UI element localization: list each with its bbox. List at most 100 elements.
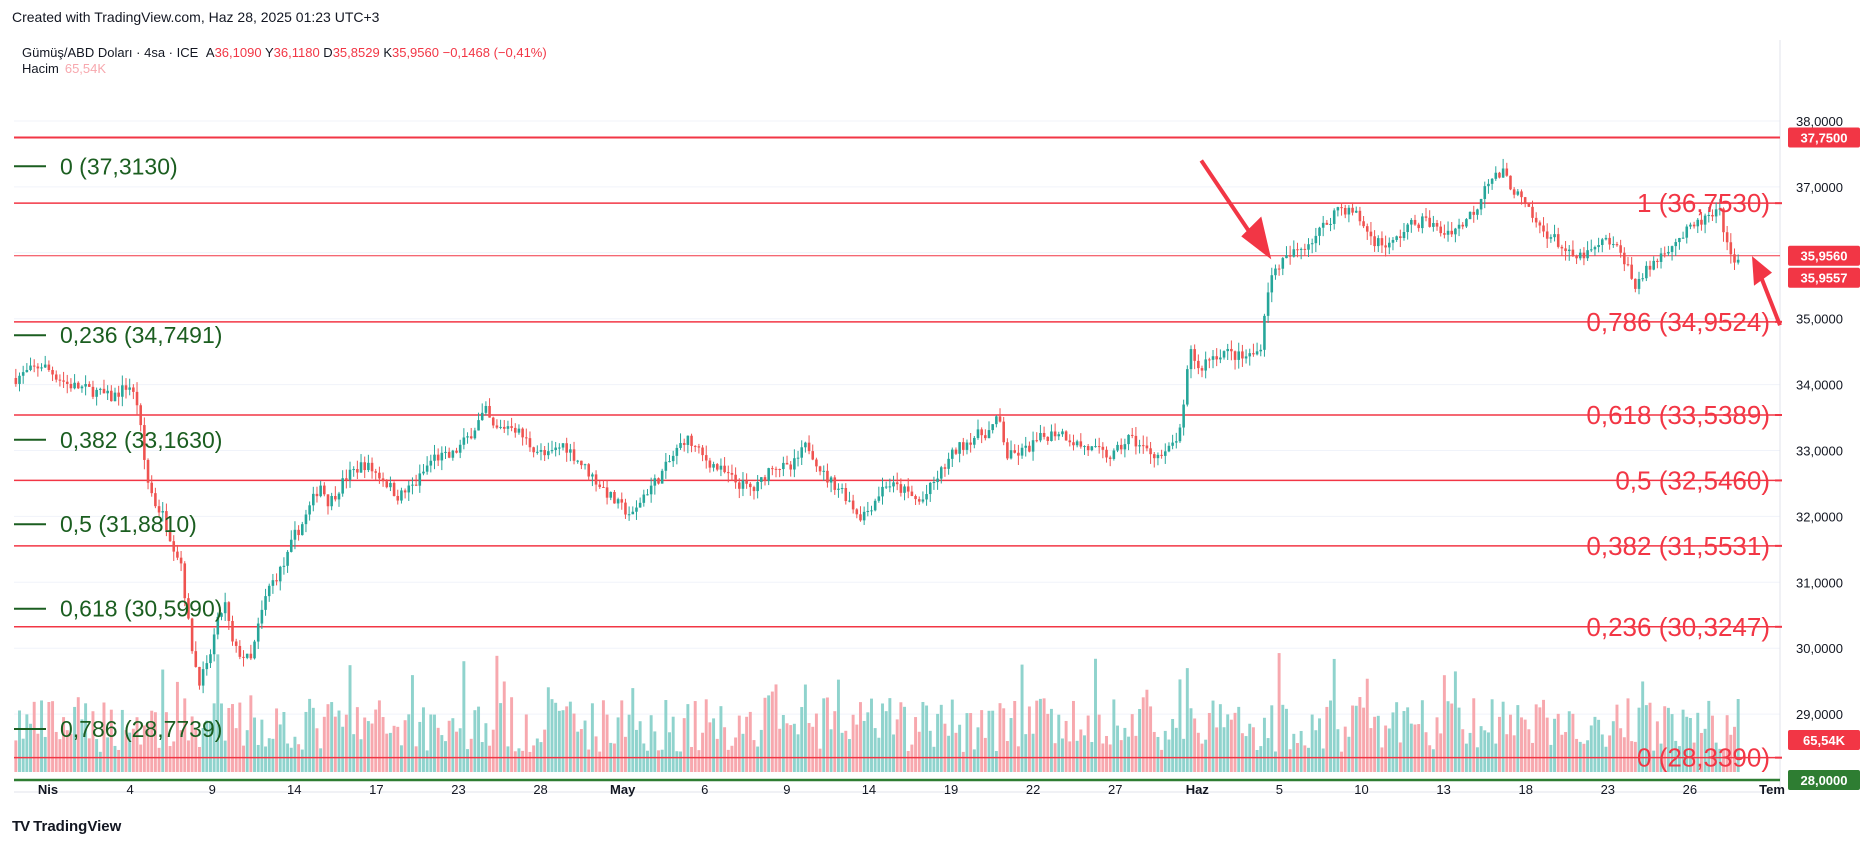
candle-body: [1160, 454, 1163, 456]
volume-bar: [1262, 717, 1266, 772]
volume-bar: [1020, 664, 1024, 772]
volume-bar: [113, 745, 117, 772]
candle-body: [763, 477, 767, 481]
price-axis: 38,000037,000036,000035,000034,000033,00…: [1796, 114, 1843, 788]
candle-body: [1365, 226, 1369, 232]
candle-body: [1105, 449, 1108, 458]
volume-bar: [715, 738, 719, 772]
volume-bar: [1145, 689, 1149, 772]
volume-bar: [506, 746, 510, 772]
candle-body: [282, 565, 286, 567]
candle-body: [429, 460, 433, 466]
candle-body: [1545, 231, 1549, 239]
symbol-label[interactable]: Gümüş/ABD Doları · 4sa · ICE: [22, 45, 199, 60]
candle-body: [917, 499, 921, 502]
candle-body: [862, 511, 866, 521]
volume-bar: [223, 740, 227, 772]
volume-bar: [1479, 726, 1483, 772]
volume-bar: [1163, 730, 1167, 772]
volume-bar: [1534, 704, 1538, 772]
candle-body: [719, 465, 723, 470]
volume-bar: [535, 738, 539, 772]
volume-bar: [1171, 719, 1175, 772]
volume-bar: [657, 750, 660, 772]
candle-body: [201, 669, 205, 686]
volume-bar: [466, 749, 470, 772]
candle-body: [1725, 232, 1729, 243]
candle-body: [844, 488, 848, 502]
candle-body: [234, 641, 238, 646]
candle-body: [774, 468, 778, 470]
volume-bar: [1255, 749, 1259, 772]
candle-body: [1623, 252, 1626, 265]
volume-bar: [1641, 681, 1645, 772]
volume-bar: [1141, 697, 1145, 772]
candle-body: [664, 461, 668, 471]
candle-body: [110, 390, 113, 402]
volume-label[interactable]: Hacim: [22, 61, 59, 76]
tradingview-logo[interactable]: TV TradingView: [12, 818, 121, 835]
candle-body: [701, 447, 704, 456]
volume-bar: [128, 732, 132, 772]
candle-body: [300, 524, 304, 536]
volume-bar: [275, 708, 279, 772]
candle-body: [209, 654, 212, 664]
candle-body: [58, 379, 62, 381]
price-tick-label: 31,0000: [1796, 575, 1843, 590]
candle-body: [1490, 178, 1494, 184]
volume-bars: [14, 653, 1740, 772]
candle-body: [1380, 238, 1384, 246]
candle-body: [925, 494, 928, 500]
candle-body: [238, 645, 242, 657]
volume-bar: [190, 716, 194, 772]
candle-body: [367, 462, 370, 471]
volume-bar: [748, 711, 752, 772]
volume-bar: [1362, 707, 1366, 772]
volume-bar: [1497, 716, 1501, 772]
volume-bar: [1696, 712, 1700, 772]
candle-body: [1197, 360, 1200, 369]
candle-body: [594, 474, 598, 485]
candle-body: [1285, 255, 1288, 259]
volume-bar: [344, 714, 348, 772]
open-label: A: [205, 45, 215, 60]
fib-green-label: 0,5 (31,8810): [60, 511, 197, 537]
volume-bar: [32, 701, 36, 772]
candle-body: [1233, 351, 1237, 360]
candle-body: [1020, 447, 1024, 456]
candle-body: [271, 580, 275, 586]
volume-bar: [1387, 728, 1391, 772]
volume-bar: [697, 750, 701, 772]
volume-bar: [712, 718, 716, 772]
grid: [14, 40, 1781, 793]
candle-body: [1351, 207, 1354, 213]
candle-body: [950, 449, 954, 459]
candle-body: [609, 491, 613, 498]
volume-bar: [1277, 653, 1281, 772]
volume-bar: [1512, 735, 1516, 772]
time-tick-label: 22: [1026, 782, 1040, 797]
volume-bar: [14, 740, 18, 772]
volume-bar: [216, 654, 220, 772]
candle-body: [1219, 357, 1222, 360]
volume-bar: [1380, 747, 1384, 772]
candle-body: [1736, 259, 1740, 263]
volume-bar: [510, 697, 514, 772]
volume-bar: [1435, 717, 1439, 772]
candle-body: [877, 496, 881, 501]
volume-bar: [800, 707, 804, 772]
volume-bar: [1215, 727, 1219, 772]
candle-body: [796, 457, 800, 459]
candle-body: [256, 623, 260, 642]
candle-body: [976, 429, 980, 438]
candle-body: [1384, 245, 1387, 248]
candle-body: [18, 375, 21, 384]
price-badge-label: 65,54K: [1803, 733, 1846, 748]
candle-body: [815, 459, 818, 467]
candle-body: [1472, 211, 1476, 215]
volume-bar: [1369, 728, 1373, 772]
volume-bar: [1057, 714, 1061, 772]
candle-body: [675, 447, 679, 456]
candle-body: [484, 405, 488, 413]
